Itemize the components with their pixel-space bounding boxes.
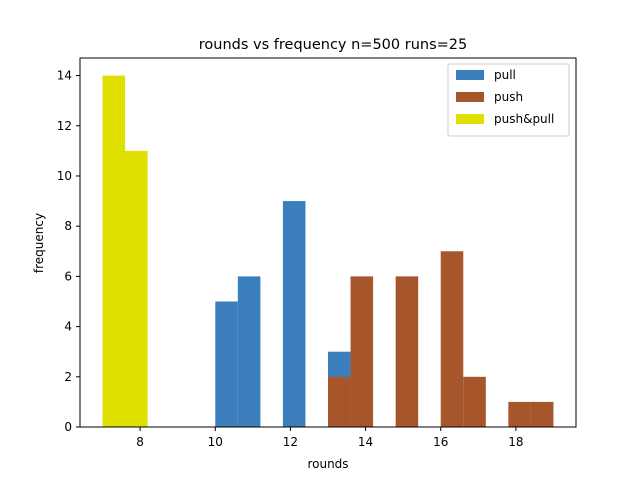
legend-label: pull <box>494 68 516 82</box>
legend: pull push push&pull <box>447 63 570 137</box>
y-tick-label: 2 <box>64 370 72 384</box>
bar-push-1 <box>350 276 374 427</box>
y-axis-ticks: 0 2 4 6 8 10 12 14 <box>57 69 80 434</box>
legend-label: push&pull <box>494 112 554 126</box>
x-tick-label: 12 <box>283 435 298 449</box>
bar-push-pull-0 <box>102 75 126 428</box>
legend-swatch-push <box>456 92 484 102</box>
bar-push-0 <box>328 376 351 427</box>
bars-group <box>102 75 554 428</box>
x-axis-title: rounds <box>307 457 348 471</box>
y-tick-label: 10 <box>57 169 72 183</box>
x-tick-label: 16 <box>433 435 448 449</box>
y-tick-label: 6 <box>64 269 72 283</box>
legend-swatch-push-pull <box>456 114 484 124</box>
bar-pull-0 <box>215 301 238 427</box>
bar-push-4 <box>463 376 486 427</box>
y-tick-label: 12 <box>57 119 72 133</box>
bar-push-5 <box>508 401 531 427</box>
legend-label: push <box>494 90 523 104</box>
bar-pull-1 <box>237 276 261 427</box>
plot-area-frame <box>79 57 577 428</box>
y-axis-title: frequency <box>32 213 46 273</box>
y-tick-label: 14 <box>57 69 72 83</box>
y-tick-label: 4 <box>64 320 72 334</box>
bar-push-6 <box>530 401 554 427</box>
x-tick-label: 8 <box>136 435 144 449</box>
x-tick-label: 18 <box>508 435 523 449</box>
bar-push-2 <box>395 276 419 427</box>
bar-pull-2 <box>282 201 306 427</box>
y-tick-label: 0 <box>64 420 72 434</box>
x-axis-ticks: 8 10 12 14 16 18 <box>136 427 524 449</box>
x-tick-label: 10 <box>208 435 223 449</box>
x-tick-label: 14 <box>358 435 373 449</box>
chart-title: rounds vs frequency n=500 runs=25 <box>199 37 467 53</box>
bar-push-pull-1 <box>125 150 148 427</box>
bar-push-3 <box>440 251 464 427</box>
legend-swatch-pull <box>456 70 484 80</box>
y-tick-label: 8 <box>64 219 72 233</box>
